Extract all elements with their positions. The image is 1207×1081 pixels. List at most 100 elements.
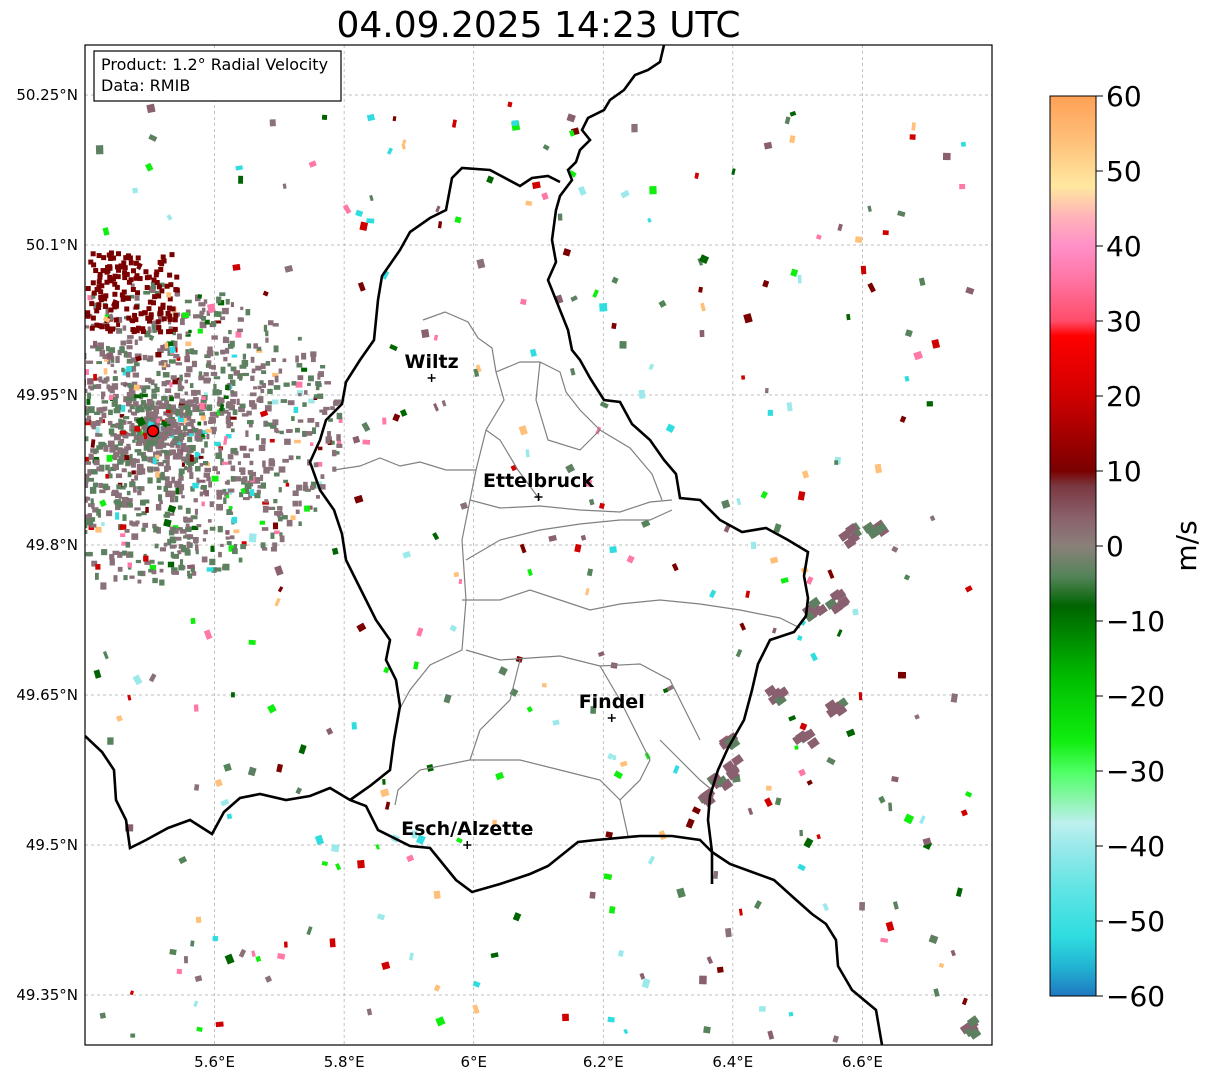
echo-pixel: [60, 458, 64, 463]
echo-pixel: [87, 513, 93, 520]
echo-pixel: [224, 953, 235, 965]
echo-pixel: [226, 421, 231, 429]
echo-pixel: [142, 522, 149, 528]
echo-pixel: [784, 116, 791, 125]
echo-pixel: [270, 532, 275, 539]
echo-pixel: [233, 529, 240, 534]
echo-pixel: [769, 556, 779, 564]
echo-pixel: [607, 752, 614, 760]
echo-pixel: [189, 472, 194, 479]
echo-pixel: [260, 363, 266, 370]
echo-pixel: [103, 442, 107, 446]
lat-tick-label: 49.95°N: [16, 386, 78, 404]
echo-pixel: [292, 500, 299, 507]
echo-pixel: [569, 129, 575, 137]
echo-pixel: [54, 336, 59, 341]
colorbar-tick-label: 40: [1106, 230, 1142, 263]
echo-pixel: [122, 270, 128, 276]
echo-pixel: [116, 484, 122, 490]
echo-pixel: [160, 471, 165, 477]
echo-pixel: [188, 329, 192, 334]
echo-pixel: [185, 410, 193, 416]
echo-pixel: [205, 363, 211, 368]
echo-pixel: [187, 429, 194, 436]
echo-pixel: [897, 210, 906, 218]
echo-pixel: [98, 441, 106, 447]
echo-pixel: [194, 434, 202, 441]
echo-pixel: [128, 277, 134, 283]
echo-pixel: [318, 484, 326, 490]
echo-pixel: [665, 684, 674, 692]
echo-pixel: [175, 454, 183, 460]
echo-pixel: [151, 323, 156, 330]
echo-pixel: [745, 590, 751, 599]
echo-pixel: [85, 521, 88, 529]
echo-pixel: [472, 980, 481, 988]
echo-pixel: [64, 311, 71, 315]
echo-pixel: [117, 447, 123, 455]
echo-pixel: [247, 470, 254, 475]
echo-pixel: [176, 333, 182, 340]
echo-pixel: [131, 470, 136, 475]
echo-pixel: [220, 798, 230, 807]
echo-pixel: [134, 507, 141, 511]
echo-pixel: [168, 417, 176, 421]
echo-pixel: [213, 383, 217, 390]
echo-pixel: [238, 557, 243, 563]
echo-pixel: [141, 511, 147, 516]
echo-pixel: [490, 952, 499, 959]
echo-pixel: [810, 604, 824, 618]
echo-pixel: [99, 489, 106, 494]
echo-pixel: [29, 435, 33, 442]
colorbar-tick-label: 10: [1106, 455, 1142, 488]
echo-pixel: [72, 490, 78, 494]
echo-pixel: [312, 427, 317, 435]
echo-pixel: [136, 470, 142, 476]
echo-pixel: [222, 563, 230, 571]
echo-pixel: [229, 422, 234, 427]
echo-pixel: [130, 268, 136, 274]
echo-pixel: [170, 551, 174, 558]
echo-pixel: [122, 550, 128, 556]
echo-pixel: [15, 527, 20, 531]
echo-pixel: [799, 829, 803, 837]
echo-pixel: [80, 478, 85, 485]
echo-pixel: [867, 526, 881, 540]
echo-pixel: [228, 488, 235, 493]
echo-pixel: [262, 501, 269, 505]
echo-pixel: [158, 315, 163, 320]
echo-pixel: [50, 460, 56, 464]
echo-pixel: [108, 428, 115, 435]
echo-pixel: [132, 412, 138, 416]
echo-pixel: [200, 315, 207, 322]
echo-pixel: [961, 997, 968, 1006]
echo-pixel: [726, 768, 740, 781]
echo-pixel: [112, 393, 119, 399]
echo-pixel: [203, 472, 210, 478]
echo-pixel: [119, 438, 125, 444]
echo-pixel: [31, 514, 37, 520]
echo-pixel: [125, 370, 131, 378]
echo-pixel: [159, 568, 164, 573]
echo-pixel: [29, 414, 35, 420]
echo-pixel: [110, 466, 117, 472]
echo-pixel: [148, 569, 154, 573]
echo-pixel: [278, 368, 283, 374]
echo-pixel: [699, 329, 705, 338]
echo-pixel: [229, 535, 235, 540]
echo-pixel: [173, 435, 179, 442]
echo-pixel: [88, 259, 94, 265]
echo-pixel: [95, 564, 101, 570]
echo-pixel: [127, 432, 132, 437]
echo-pixel: [59, 381, 65, 385]
echo-pixel: [191, 360, 197, 368]
echo-pixel: [304, 505, 310, 512]
echo-pixel: [131, 458, 136, 465]
echo-pixel: [191, 571, 197, 576]
echo-pixel: [342, 204, 352, 215]
echo-pixel: [172, 526, 176, 531]
echo-pixel: [90, 469, 98, 475]
echo-pixel: [145, 403, 151, 407]
echo-pixel: [607, 1016, 615, 1023]
echo-pixel: [326, 437, 331, 444]
